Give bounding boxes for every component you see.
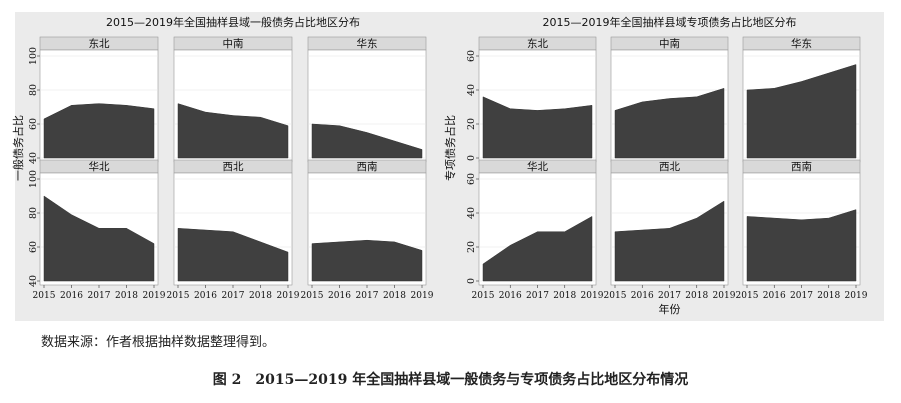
y-tick-label: 0 bbox=[466, 155, 477, 161]
panel-2-2: 中南 bbox=[610, 36, 729, 163]
panel-1-5: 西北 2015 2016 2017 2018 2019 bbox=[167, 159, 300, 301]
x-tick-label: 2018 bbox=[553, 291, 576, 301]
area-series-西南 bbox=[746, 209, 857, 282]
x-tick-label: 2016 bbox=[499, 291, 522, 301]
y-tick-label: 0 bbox=[466, 278, 477, 284]
panel-label: 中南 bbox=[659, 37, 680, 50]
x-tick-label: 2015 bbox=[604, 291, 627, 301]
panel-2-6: 西南 2015 2016 2017 2018 2019 bbox=[736, 159, 868, 301]
x-tick-label: 2017 bbox=[88, 291, 111, 301]
area-series-华北 bbox=[482, 215, 593, 282]
x-tick-label: 2017 bbox=[222, 291, 245, 301]
area-series-中南 bbox=[614, 87, 725, 159]
panel-1-1: 东北 40 60 80 100 bbox=[28, 36, 159, 164]
x-tick-label: 2019 bbox=[277, 291, 300, 301]
source-note: 数据来源：作者根据抽样数据整理得到。 bbox=[41, 335, 276, 350]
y-axis-label: 一般债务占比 bbox=[11, 115, 25, 181]
x-tick-label: 2015 bbox=[736, 291, 759, 301]
panel-label: 西北 bbox=[659, 161, 680, 173]
x-axis-label: 年份 bbox=[659, 302, 681, 316]
area-series-东北 bbox=[43, 103, 155, 159]
chart-title: 2015—2019年全国抽样县域专项债务占比地区分布 bbox=[543, 15, 797, 29]
x-tick-label: 2019 bbox=[581, 291, 604, 301]
area-series-华北 bbox=[43, 195, 155, 282]
panel-label: 华北 bbox=[527, 160, 548, 173]
figure-title: 图 2 2015—2019 年全国抽样县域一般债务与专项债务占比地区分布情况 bbox=[212, 372, 689, 388]
x-tick-label: 2019 bbox=[845, 291, 868, 301]
x-tick-label: 2019 bbox=[713, 291, 736, 301]
x-tick-label: 2016 bbox=[194, 291, 217, 301]
x-tick-label: 2018 bbox=[383, 291, 406, 301]
y-tick-label: 40 bbox=[28, 152, 39, 164]
panel-label: 西南 bbox=[791, 160, 812, 173]
y-tick-label: 20 bbox=[466, 241, 477, 253]
panel-label: 华北 bbox=[89, 160, 110, 173]
panel-label: 西北 bbox=[223, 161, 244, 173]
x-tick-label: 2016 bbox=[328, 291, 351, 301]
area-series-中南 bbox=[177, 103, 289, 159]
area-series-东北 bbox=[482, 96, 593, 159]
panel-2-3: 华东 bbox=[742, 36, 861, 163]
y-tick-label: 100 bbox=[28, 47, 39, 65]
y-tick-label: 80 bbox=[28, 84, 39, 96]
y-axis-label: 专项债务占比 bbox=[443, 115, 457, 181]
x-tick-label: 2019 bbox=[411, 291, 434, 301]
figure-background bbox=[15, 12, 884, 321]
panel-label: 东北 bbox=[527, 37, 548, 50]
x-tick-label: 2015 bbox=[167, 291, 190, 301]
x-tick-label: 2018 bbox=[249, 291, 272, 301]
area-series-西北 bbox=[614, 200, 725, 282]
y-tick-label: 40 bbox=[466, 207, 477, 219]
x-tick-label: 2019 bbox=[143, 291, 166, 301]
x-tick-label: 2015 bbox=[472, 291, 495, 301]
x-tick-label: 2015 bbox=[301, 291, 324, 301]
area-series-西北 bbox=[177, 228, 289, 282]
x-tick-label: 2017 bbox=[356, 291, 379, 301]
panel-label: 西南 bbox=[357, 160, 378, 173]
panel-label: 东北 bbox=[89, 37, 110, 50]
chart-title: 2015—2019年全国抽样县域一般债务占比地区分布 bbox=[106, 15, 360, 29]
panel-label: 华东 bbox=[791, 37, 812, 50]
y-tick-label: 60 bbox=[28, 118, 39, 130]
y-tick-label: 40 bbox=[28, 275, 39, 287]
panel-1-2: 中南 bbox=[173, 36, 293, 163]
y-tick-label: 100 bbox=[28, 170, 39, 188]
x-tick-label: 2017 bbox=[526, 291, 549, 301]
y-tick-label: 80 bbox=[28, 207, 39, 219]
y-tick-label: 20 bbox=[466, 118, 477, 130]
y-tick-label: 60 bbox=[466, 173, 477, 185]
x-tick-label: 2017 bbox=[658, 291, 681, 301]
x-tick-label: 2016 bbox=[763, 291, 786, 301]
panel-label: 中南 bbox=[223, 37, 244, 50]
x-tick-label: 2017 bbox=[790, 291, 813, 301]
x-tick-label: 2016 bbox=[60, 291, 83, 301]
area-series-西南 bbox=[311, 239, 423, 282]
x-tick-label: 2016 bbox=[631, 291, 654, 301]
x-tick-label: 2015 bbox=[33, 291, 56, 301]
y-tick-label: 60 bbox=[466, 50, 477, 62]
panel-2-4: 华北 0 20 40 60 2015 2016 2017 2018 2019 bbox=[466, 159, 604, 301]
y-tick-label: 60 bbox=[28, 241, 39, 253]
area-series-华东 bbox=[311, 123, 423, 159]
x-tick-label: 2018 bbox=[115, 291, 138, 301]
x-tick-label: 2018 bbox=[685, 291, 708, 301]
panel-label: 华东 bbox=[357, 37, 378, 50]
panel-1-4: 华北 40 60 80 100 2015 2016 2017 2018 2019 bbox=[28, 159, 166, 301]
panel-1-6: 西南 2015 2016 2017 2018 2019 bbox=[301, 159, 434, 301]
y-tick-label: 40 bbox=[466, 84, 477, 96]
area-series-华东 bbox=[746, 64, 857, 159]
x-tick-label: 2018 bbox=[817, 291, 840, 301]
panel-1-3: 华东 bbox=[307, 36, 427, 163]
panel-2-1: 东北 0 20 40 60 bbox=[466, 36, 597, 163]
panel-2-5: 西北 2015 2016 2017 2018 2019 bbox=[604, 159, 736, 301]
